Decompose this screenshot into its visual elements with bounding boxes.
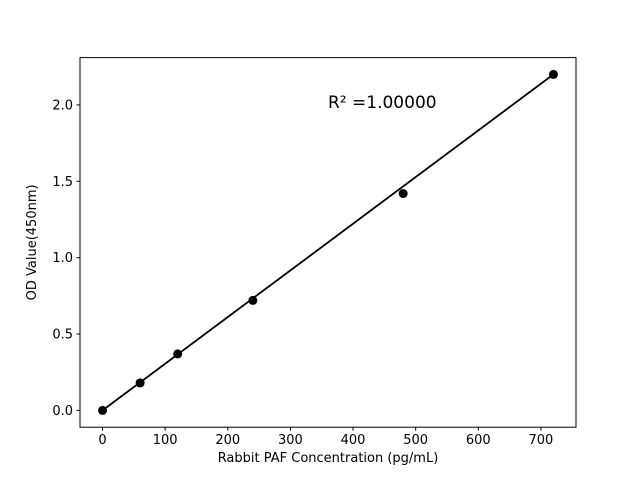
y-axis-label: OD Value(450nm) [25,184,40,300]
plot-border [79,57,577,428]
data-point [548,69,558,79]
x-tick-label: 0 [98,433,106,448]
y-tick-label: 0.0 [52,404,73,419]
x-tick-label: 100 [153,433,178,448]
x-tick-label: 600 [466,433,491,448]
x-tick-label: 500 [403,433,428,448]
y-tick-label: 1.0 [52,251,73,266]
data-point [398,189,408,199]
trend-line [102,73,554,412]
x-tick-label: 300 [278,433,303,448]
data-point [98,405,108,415]
y-tick-label: 2.0 [52,98,73,113]
r-squared-annotation: R² =1.00000 [328,93,437,113]
data-point [248,295,258,305]
x-tick-label: 400 [341,433,366,448]
data-point [135,378,145,388]
x-tick-label: 200 [215,433,240,448]
y-tick-label: 0.5 [52,328,73,343]
x-tick-label: 700 [529,433,554,448]
x-axis-label: Rabbit PAF Concentration (pg/mL) [218,451,439,466]
chart-generated-layer: 0 100 200 300 400 500 600 700 0.0 0.5 1.0 1.5 2.0 [52,57,577,448]
data-point [173,349,183,359]
y-tick-label: 1.5 [52,175,73,190]
